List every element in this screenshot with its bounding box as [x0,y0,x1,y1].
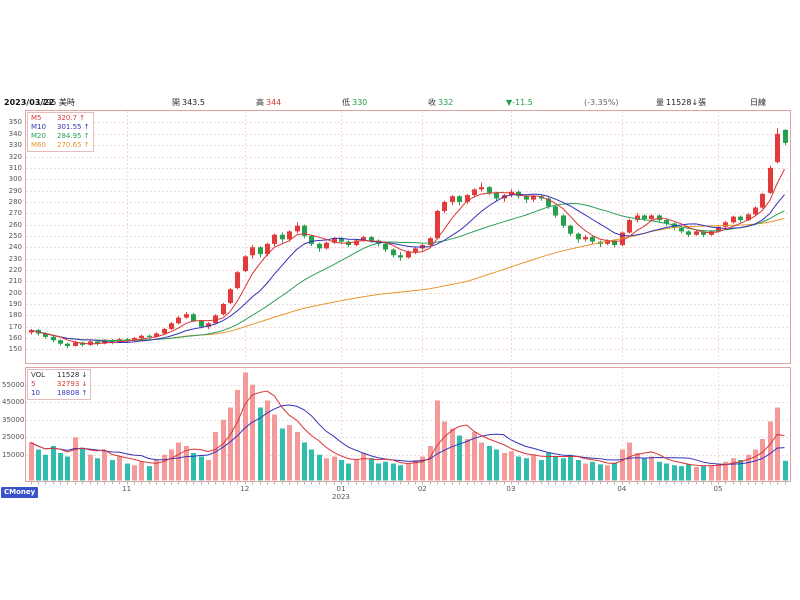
y-axis-label: 160 [8,334,22,343]
x-axis-label: 12 [240,485,250,493]
y-axis-label: 250 [8,231,22,240]
y-axis-label: 340 [8,129,22,138]
volume-axis-label: 15000 [2,450,25,459]
volume-axis-label: 45000 [2,398,25,407]
y-axis-label: 210 [8,277,22,286]
quote-field-量: 量 11528↓張 [656,98,707,107]
y-axis-label: 220 [8,265,22,274]
price-ma-legend-row: M20 284.95 ↑ [31,132,90,140]
cmoney-logo-badge: CMoney [1,487,39,498]
x-axis-label: 05 [713,485,723,493]
y-axis-label: 260 [8,220,22,229]
quote-field-低: 低 330 [342,98,368,107]
x-axis-label: 02 [417,485,427,493]
quote-field-高: 高 344 [256,98,282,107]
price-ma-legend-row: M5 320.7 ↑ [31,114,86,122]
symbol-name: 1795 美時 [36,98,75,107]
y-axis-label: 200 [8,288,22,297]
volume-axis-label: 25000 [2,433,25,442]
y-axis-label: 300 [8,175,22,184]
y-axis-label: 270 [8,209,22,218]
volume-legend-row: 10 18808 ↑ [31,389,88,397]
volume-axis-label: 55000 [2,380,25,389]
quote-field-開: 開 343.5 [172,98,205,107]
y-axis-label: 150 [8,345,22,354]
volume-legend: VOL 11528 ↓ 5 32793 ↓ 10 18808 ↑ [27,369,92,400]
quote-field-change: (-3.35%) [584,98,619,107]
price-ma-legend-row: M10 301.55 ↑ [31,123,90,131]
volume-axis-label: 35000 [2,415,25,424]
y-axis-label: 180 [8,311,22,320]
y-axis-label: 310 [8,163,22,172]
y-axis-label: 350 [8,118,22,127]
quote-field-收: 收 332 [428,98,454,107]
x-axis-label: 11 [122,485,132,493]
y-axis-label: 280 [8,197,22,206]
y-axis-label: 330 [8,141,22,150]
x-axis-label: 04 [617,485,627,493]
y-axis-label: 190 [8,300,22,308]
price-ma-legend-row: M60 270.65 ↑ [31,141,90,149]
y-axis-label: 320 [8,152,22,161]
volume-legend-row: VOL 11528 ↓ [31,371,88,379]
y-axis-label: 170 [8,322,22,331]
x-axis-label: 03 [506,485,516,493]
y-axis-label: 290 [8,186,22,195]
period-selector-label[interactable]: 日線 [750,98,766,107]
y-axis-label: 240 [8,243,22,252]
volume-legend-row: 5 32793 ↓ [31,380,88,388]
quote-date: 2023/03/22 [4,98,55,107]
x-axis-label: 01 2023 [332,485,350,501]
price-ma-legend: M5 320.7 ↑ M10 301.55 ↑ M20 284.95 ↑ M60 270.65… [27,112,94,152]
y-axis-label: 230 [8,254,22,263]
quote-field-change: ▼-11.5 [506,98,533,107]
